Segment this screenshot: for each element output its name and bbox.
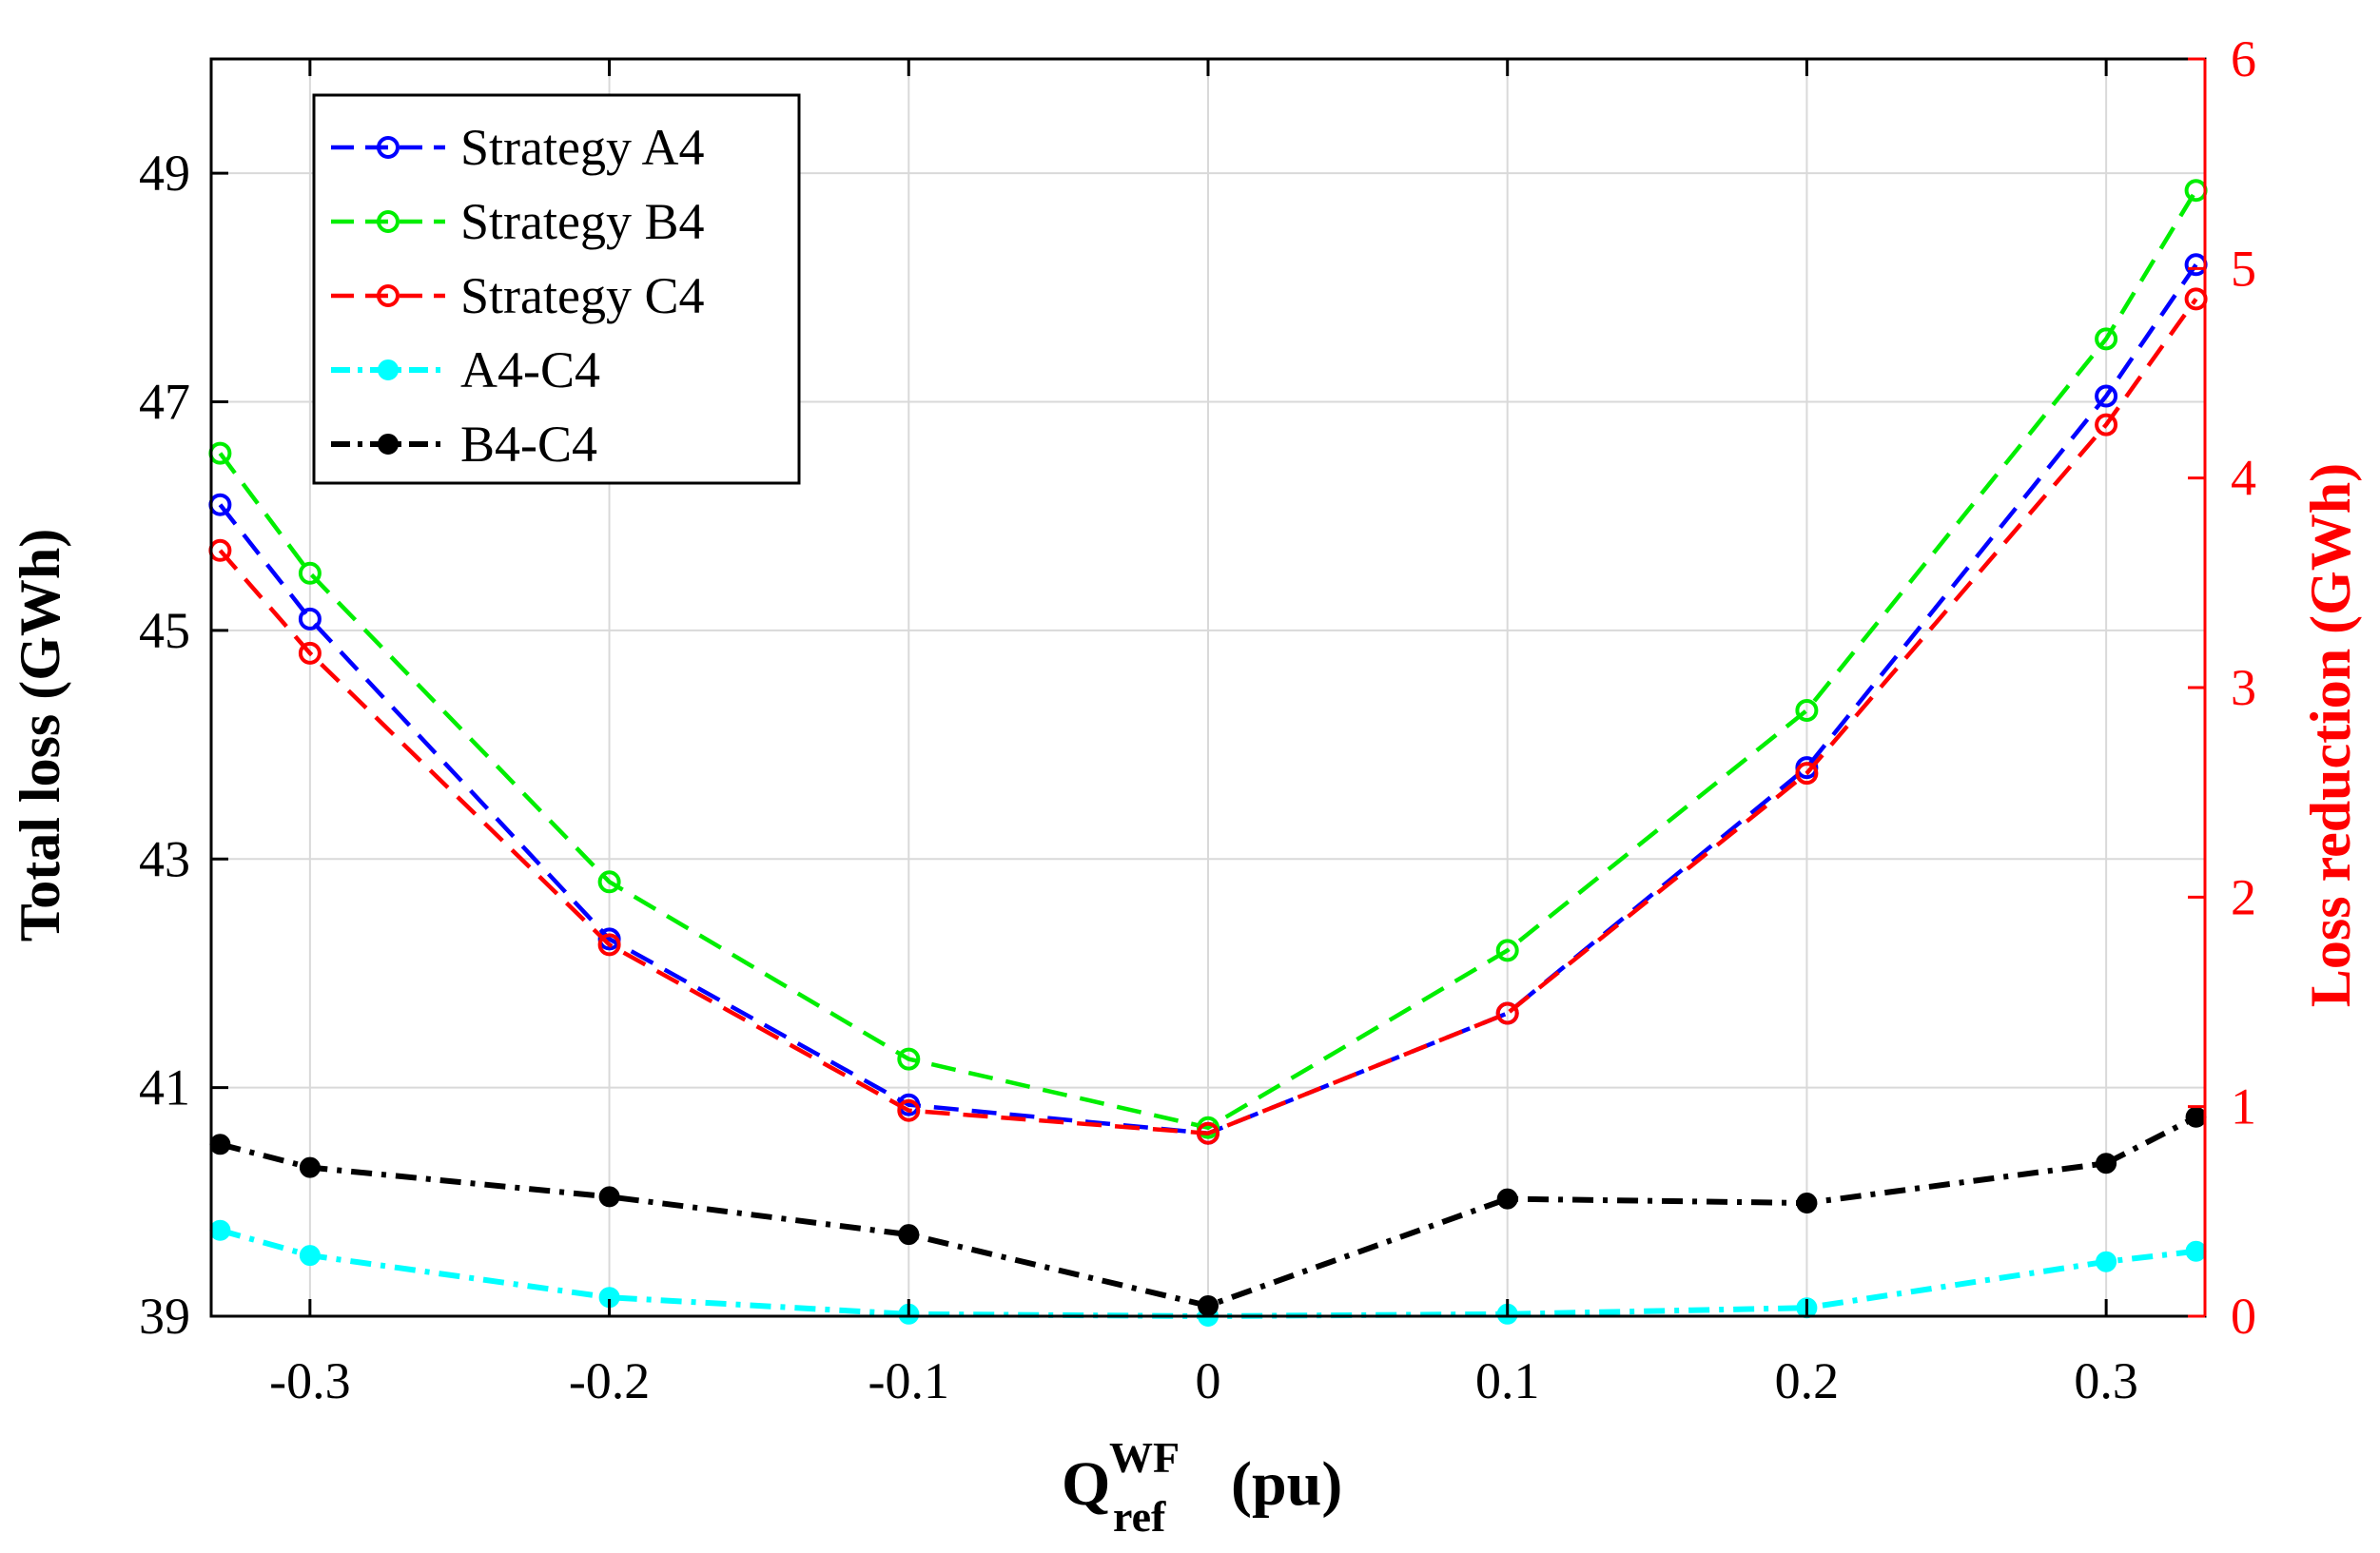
data-point <box>598 1186 620 1208</box>
data-point <box>898 1224 920 1246</box>
y2-tick-label: 3 <box>2231 659 2256 716</box>
data-point <box>2095 413 2118 437</box>
data-point <box>2185 1240 2207 1262</box>
data-point <box>1795 699 1819 722</box>
y2-tick-label: 2 <box>2231 868 2256 925</box>
y-tick-label: 47 <box>139 374 190 431</box>
data-point <box>298 561 322 585</box>
data-point <box>2095 384 2118 408</box>
y-tick-label: 49 <box>139 145 190 202</box>
y2-tick-label: 1 <box>2231 1078 2256 1136</box>
y2-tick-label: 0 <box>2231 1288 2256 1345</box>
legend: Strategy A4 Strategy B4 Strategy C4 A4-C4 B4… <box>312 93 801 485</box>
x-tick-label: 0.2 <box>1775 1352 1840 1409</box>
data-point <box>1796 1193 1818 1213</box>
y-tick-label: 41 <box>139 1059 190 1116</box>
series-line <box>218 298 2198 1136</box>
data-point <box>299 1156 321 1178</box>
data-point <box>597 870 621 894</box>
data-point <box>2096 1153 2117 1174</box>
legend-item: Strategy C4 <box>331 267 704 324</box>
x-axis-title-unit: (pu) <box>1231 1449 1342 1519</box>
legend-item: B4-C4 <box>331 416 597 473</box>
legend-label: B4-C4 <box>460 416 597 473</box>
x-tick-label: -0.3 <box>269 1352 350 1409</box>
y2-tick-label: 5 <box>2231 240 2256 297</box>
legend-marker <box>377 136 400 159</box>
x-axis-title-superscript: WF <box>1109 1433 1180 1482</box>
y-tick-label: 43 <box>139 830 190 887</box>
data-point <box>897 1047 921 1071</box>
x-tick-label: -0.1 <box>868 1352 949 1409</box>
data-point <box>1496 1188 1518 1210</box>
data-point <box>298 607 322 631</box>
legend-marker <box>377 284 400 307</box>
legend-marker <box>378 359 399 380</box>
y2-tick-label: 6 <box>2231 30 2256 87</box>
series-line <box>218 189 2198 1131</box>
y2-tick-label: 4 <box>2231 450 2256 507</box>
data-point <box>298 641 322 665</box>
data-point <box>2096 1251 2117 1272</box>
legend-item: Strategy B4 <box>331 193 704 250</box>
legend-label: Strategy C4 <box>460 267 704 324</box>
series-strategy-c4 <box>208 287 2208 1145</box>
y-tick-label: 39 <box>139 1288 190 1345</box>
data-point <box>1197 1121 1219 1145</box>
data-point <box>209 1219 231 1241</box>
x-tick-label: 0.3 <box>2074 1352 2138 1409</box>
legend-label: Strategy B4 <box>460 193 704 250</box>
data-point <box>1795 762 1819 786</box>
series-strategy-b4 <box>208 179 2208 1139</box>
data-point <box>897 1098 921 1122</box>
x-tick-label: 0.1 <box>1475 1352 1540 1409</box>
x-axis-title-base: Q <box>1062 1449 1110 1519</box>
legend-item: A4-C4 <box>331 341 600 398</box>
legend-item: Strategy A4 <box>331 119 704 176</box>
data-point <box>597 933 621 957</box>
data-point <box>2185 1106 2207 1128</box>
legend-label: A4-C4 <box>460 341 600 398</box>
y-axis-title: Total loss (GWh) <box>9 529 71 942</box>
x-axis-title-subscript: ref <box>1113 1492 1166 1541</box>
legend-label: Strategy A4 <box>460 119 704 176</box>
data-point <box>299 1245 321 1267</box>
data-point <box>209 1134 231 1155</box>
data-point <box>1495 939 1519 962</box>
x-axis-title: Q WF ref (pu) <box>1062 1433 1342 1541</box>
ticks: -0.3 -0.2 -0.1 0 0.1 0.2 0.3394143454749012345… <box>139 30 2256 1409</box>
legend-marker <box>377 210 400 233</box>
x-tick-label: -0.2 <box>569 1352 650 1409</box>
data-point <box>2095 327 2118 351</box>
y-tick-label: 45 <box>139 602 190 659</box>
data-point <box>1495 1001 1519 1025</box>
x-tick-label: 0 <box>1196 1352 1221 1409</box>
y2-axis-title: Loss reduction (GWh) <box>2299 463 2362 1007</box>
legend-marker <box>378 434 399 455</box>
